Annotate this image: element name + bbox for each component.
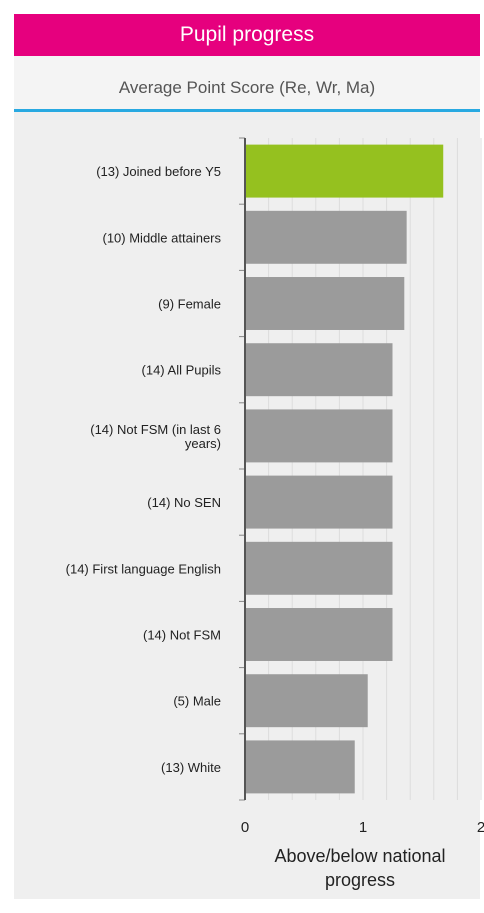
category-label: (13) White [161,760,221,775]
bar [245,343,393,397]
category-label: (10) Middle attainers [103,230,222,245]
bar [245,541,393,595]
bar [245,608,393,661]
subtitle-divider [14,109,480,112]
category-label: (14) All Pupils [142,363,222,378]
bar [245,475,393,529]
subtitle-area: Average Point Score (Re, Wr, Ma) [14,56,480,112]
x-axis-title: progress [325,870,395,890]
page-title: Pupil progress [14,14,480,56]
x-tick-label: 1 [359,819,367,836]
chart-subtitle: Average Point Score (Re, Wr, Ma) [118,78,376,97]
category-label: (14) No SEN [147,495,221,510]
x-tick-label: 0 [241,819,249,836]
bar [245,674,368,728]
bar [245,144,444,198]
category-label: (9) Female [158,297,221,312]
bar [245,210,407,264]
category-label: (13) Joined before Y5 [96,164,221,179]
category-label: (14) Not FSM (in last 6 years) [90,422,221,451]
category-label: (5) Male [173,694,221,709]
category-label: (14) First language English [66,561,221,576]
category-label: (14) Not FSM [143,628,221,643]
bar [245,277,405,330]
bar [245,740,355,794]
x-axis-title: Above/below national [274,846,445,866]
x-tick-label: 2 [477,819,484,836]
bar [245,409,393,463]
